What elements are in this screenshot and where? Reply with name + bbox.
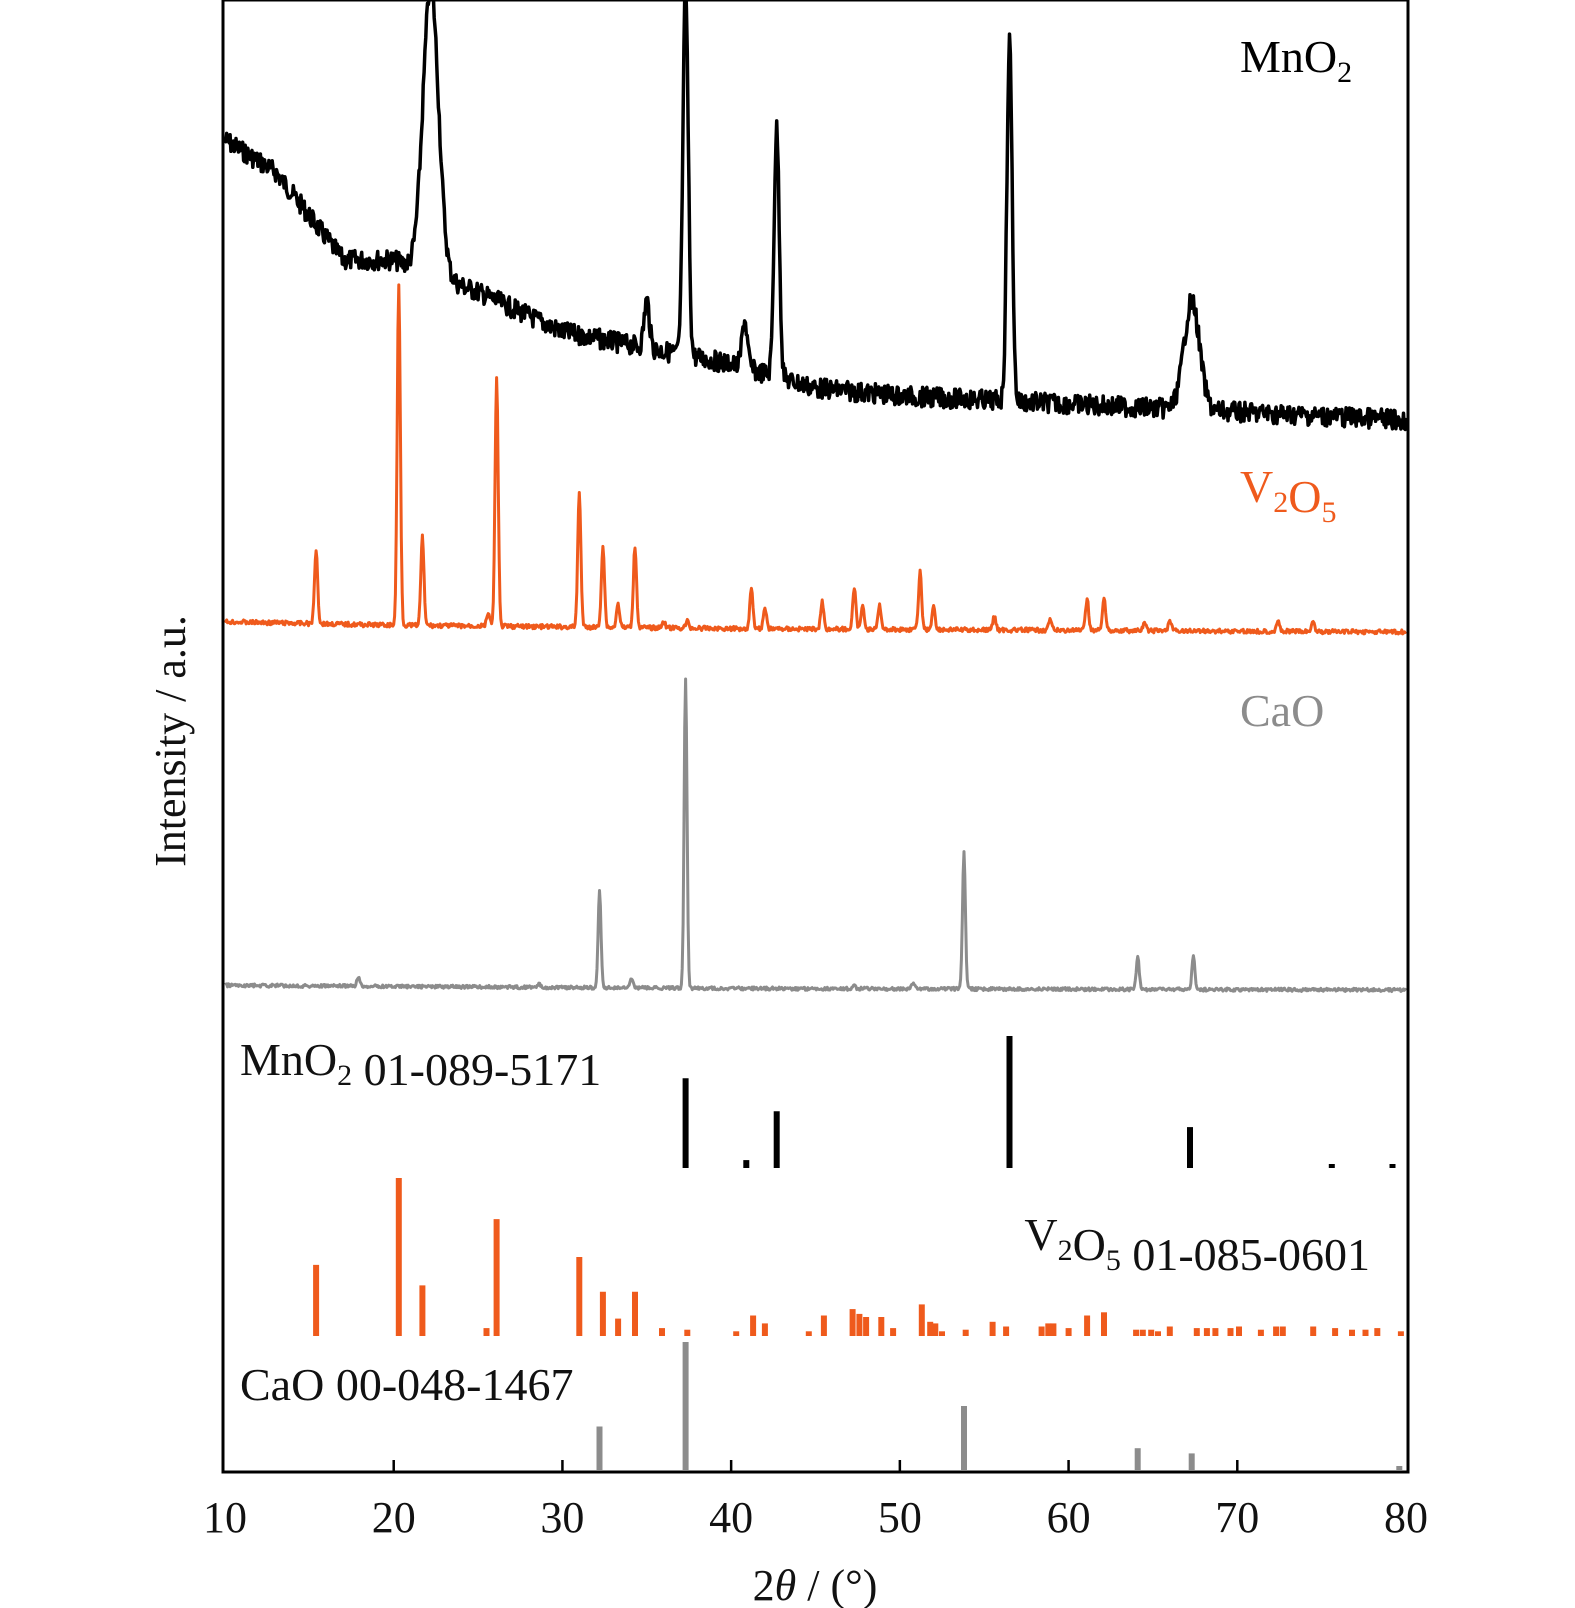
x-ticks: 10 20 30 40 50 60 70 80 <box>203 1460 1428 1542</box>
series-label-0: MnO2 <box>1240 31 1352 89</box>
reference-label-0: MnO2 01-089-5171 <box>240 1034 601 1095</box>
reference-label-1: V2O5 01-085-0601 <box>1024 1209 1370 1280</box>
series-line-1 <box>223 283 1408 636</box>
x-tick-label-4: 50 <box>878 1493 922 1542</box>
reference-layer <box>313 1036 1404 1470</box>
reference-label-2: CaO 00-048-1467 <box>240 1359 573 1410</box>
series-line-2 <box>224 677 1408 993</box>
series-line-0 <box>223 0 1408 432</box>
x-tick-label-1: 20 <box>372 1493 416 1542</box>
x-tick-label-7: 80 <box>1384 1493 1428 1542</box>
x-tick-label-6: 70 <box>1215 1493 1259 1542</box>
x-tick-label-2: 30 <box>540 1493 584 1542</box>
series-label-1: V2O5 <box>1240 461 1336 529</box>
x-axis-title-prefix: 2 <box>753 1561 775 1608</box>
plot-frame <box>221 0 1410 1474</box>
x-axis-title: 2θ / (°) <box>753 1561 878 1608</box>
y-axis-title: Intensity / a.u. <box>146 615 195 867</box>
series-label-2: CaO <box>1240 685 1324 736</box>
x-axis-title-suffix: / (°) <box>796 1561 877 1608</box>
x-tick-label-5: 60 <box>1047 1493 1091 1542</box>
x-tick-label-0: 10 <box>203 1493 247 1542</box>
x-axis-title-symbol: θ <box>775 1561 797 1608</box>
series-layer <box>223 0 1408 993</box>
x-tick-label-3: 40 <box>709 1493 753 1542</box>
labels-layer: MnO2 V2O5 CaO MnO2 01-089-5171 V2O5 01-085-0… <box>240 31 1370 1410</box>
